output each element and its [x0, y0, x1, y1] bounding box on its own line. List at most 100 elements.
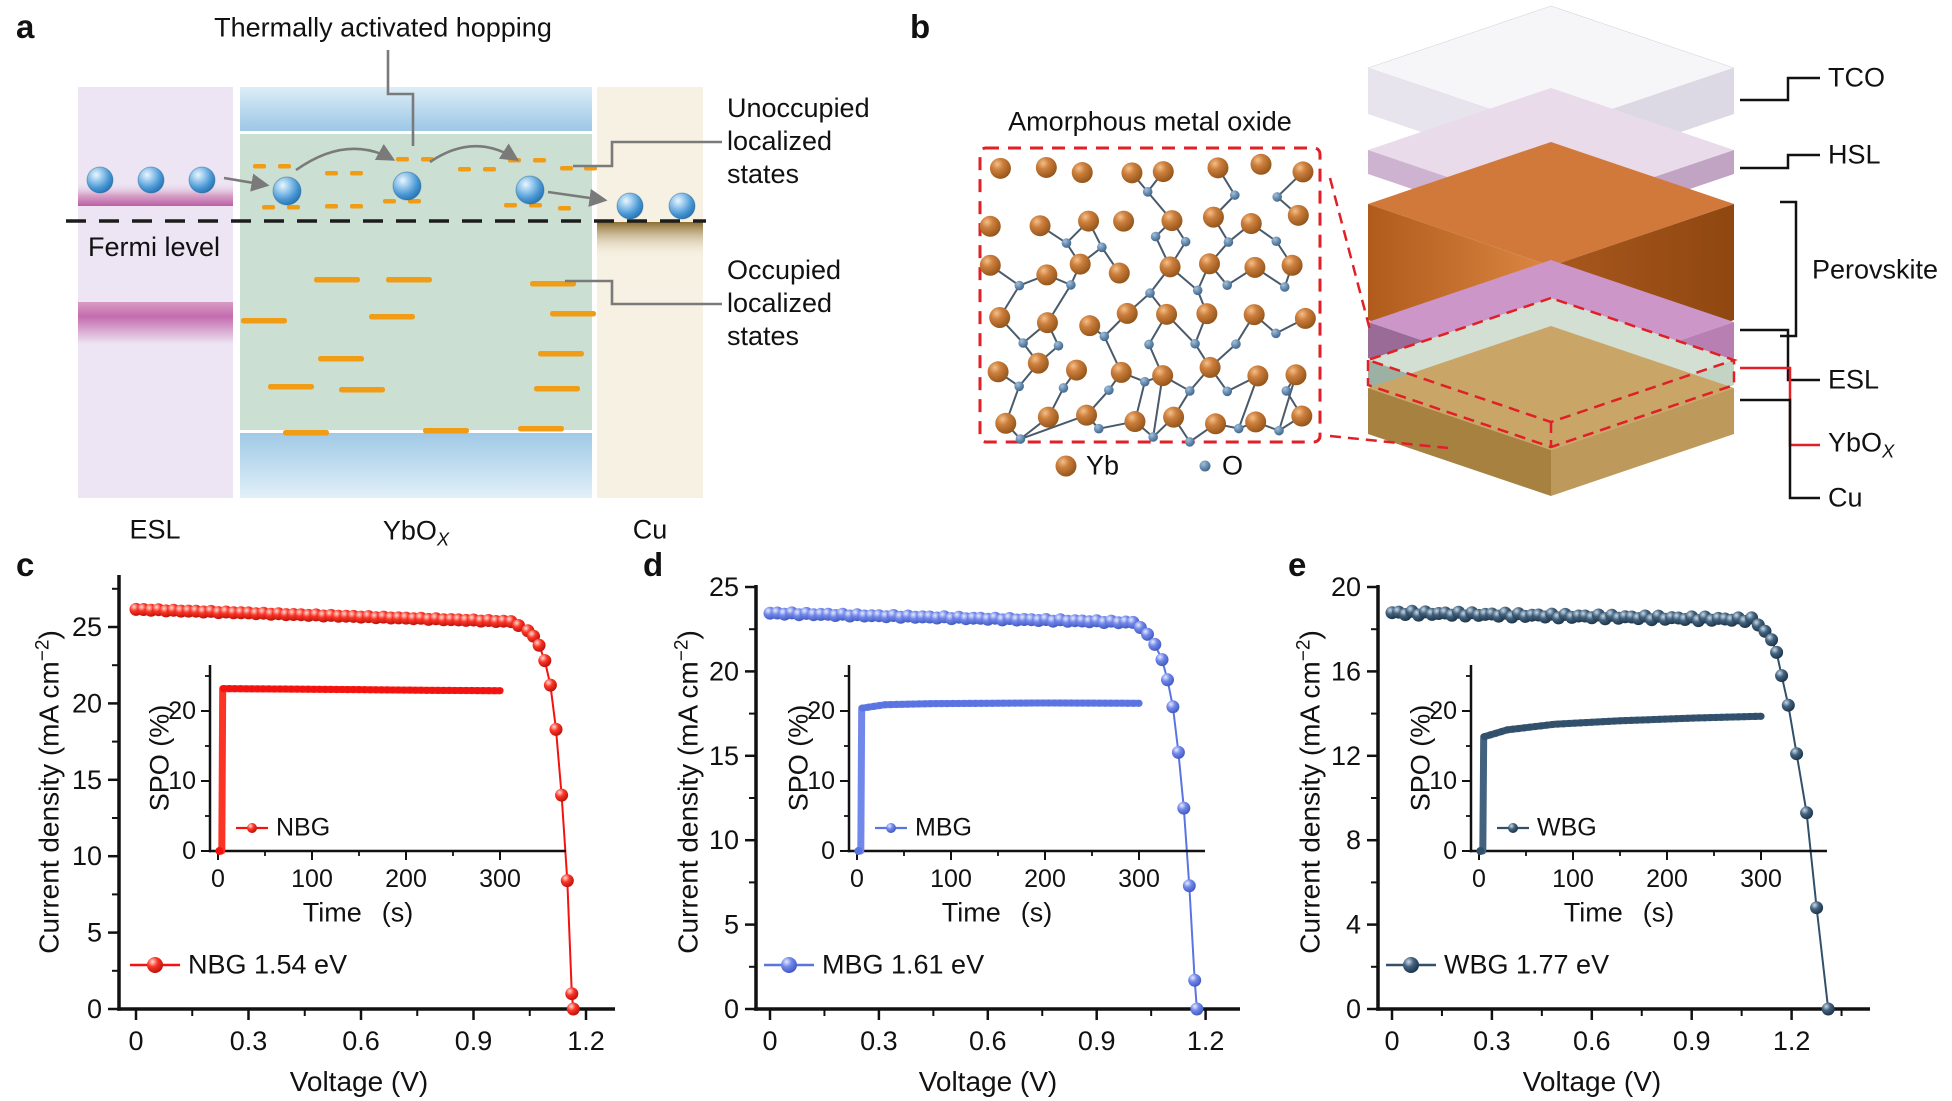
yb-atom: [1037, 406, 1059, 428]
chart-c-y-axis-title: Current density (mA cm−2): [32, 630, 65, 954]
yb-atom: [979, 254, 1001, 276]
x-tick-label: 0.6: [342, 1026, 380, 1056]
spo-data-point: [394, 686, 403, 694]
esl-column-label: ESL: [129, 514, 181, 545]
jv-data-point: [1171, 745, 1185, 759]
spo-data-point: [282, 685, 290, 693]
unoccupied-state-dash: [504, 203, 517, 208]
spo-data-point: [361, 686, 369, 694]
spo-inset-WBG: [1462, 665, 1827, 860]
spo-data-point: [1526, 723, 1534, 731]
chart-d-x-axis-title: Voltage (V): [918, 1066, 1058, 1097]
yb-atom: [1079, 315, 1101, 337]
occupied-state-dash: [386, 277, 432, 283]
spo-data-point: [1056, 699, 1064, 707]
y-tick-label: 12: [1331, 741, 1361, 771]
yb-atom: [1202, 206, 1224, 228]
spo-data-point: [949, 699, 957, 708]
spo-data-point: [1084, 699, 1092, 707]
jv-data-point: [1148, 637, 1162, 651]
yb-atom: [1108, 262, 1130, 284]
electron-sphere: [515, 175, 545, 205]
jv-data-point: [1775, 669, 1789, 683]
chart-e-x-axis-title: Voltage (V): [1522, 1066, 1662, 1097]
occupied-state-dash: [534, 386, 580, 392]
spo-data-point: [423, 686, 431, 694]
chart-c-legend-label: NBG 1.54 eV: [188, 949, 348, 980]
inset-x-tick-label: 0: [211, 865, 225, 893]
spo-data-point: [462, 686, 470, 695]
zoom-link-line-top: [1328, 177, 1372, 331]
spo-data-point: [1067, 699, 1075, 707]
inset-y-tick-label: 0: [182, 837, 196, 865]
spo-data-point: [1073, 699, 1081, 707]
chart-panel-c: [108, 575, 615, 1020]
spo-data-point: [1062, 699, 1070, 707]
yb-atom: [1285, 364, 1307, 386]
yb-atom: [1066, 359, 1088, 381]
spo-data-point: [1565, 719, 1573, 728]
spo-data-point: [1616, 717, 1624, 725]
o-atom: [1229, 190, 1240, 200]
spo-data-point: [1079, 699, 1087, 707]
spo-curve-band: [1479, 712, 1762, 855]
spo-data-point: [887, 701, 895, 709]
spo-data-point: [1492, 729, 1500, 737]
spo-data-point: [1740, 713, 1748, 721]
spo-data-point: [225, 685, 233, 693]
jv-data-point: [1765, 633, 1779, 647]
unoccupied-state-dash: [350, 204, 363, 209]
chart-e-inset-y-title: SPO (%): [1405, 704, 1436, 812]
spo-data-point: [259, 685, 267, 693]
spo-data-point: [971, 699, 980, 708]
spo-data-point: [253, 685, 262, 693]
spo-data-point: [1000, 699, 1008, 707]
spo-data-point: [344, 686, 352, 694]
spo-data-point: [1672, 715, 1680, 723]
o-atom: [1271, 328, 1281, 339]
inset-y-tick-label: 20: [168, 697, 196, 725]
yb-atom: [989, 157, 1011, 179]
y-tick-label: 10: [709, 825, 739, 855]
fermi-level-label: Fermi level: [88, 232, 221, 262]
jv-data-point: [1190, 1002, 1204, 1016]
jv-data-point: [1188, 973, 1202, 987]
o-atom: [1223, 237, 1234, 247]
yb-atom: [1199, 356, 1221, 378]
o-atom: [1058, 383, 1069, 393]
o-atom: [1018, 338, 1028, 348]
spo-data-point: [400, 686, 408, 694]
panel-b-letter: b: [910, 8, 931, 45]
o-atom: [1061, 238, 1072, 248]
spo-data-point: [417, 686, 425, 694]
hsl-connector: [1740, 153, 1820, 170]
spo-data-point: [1701, 714, 1709, 722]
unoccupied-states-label: Unoccupied localized states: [727, 93, 870, 189]
ybox-highlight-edges: [1366, 360, 1736, 449]
yb-atom: [1110, 361, 1132, 383]
spo-data-point: [898, 700, 906, 708]
jv-data-point: [1810, 901, 1824, 915]
jv-data-point: [543, 678, 557, 692]
spo-data-point: [383, 686, 391, 694]
electron-sphere: [188, 166, 216, 194]
spo-data-point: [276, 685, 284, 693]
inset-y-tick-label: 10: [807, 767, 835, 795]
unoccupied-state-dash: [483, 167, 496, 172]
spo-data-point: [932, 700, 940, 708]
spo-data-point: [315, 685, 324, 693]
o-atom: [1271, 236, 1282, 247]
spo-data-point: [1022, 699, 1030, 707]
spo-data-point: [1045, 699, 1053, 707]
yb-atom: [1250, 153, 1272, 175]
inset-y-tick-label: 20: [807, 697, 835, 725]
extraction-arrow: [547, 188, 608, 207]
yb-atom: [1152, 161, 1174, 183]
unoccupied-state-dash: [529, 203, 542, 208]
spo-data-point: [994, 699, 1002, 707]
spo-data-point: [1531, 722, 1539, 731]
yb-atom: [989, 307, 1011, 329]
chart-d-y-axis-title: Current density (mA cm−2): [671, 630, 704, 954]
occupied-state-dash: [550, 311, 596, 317]
spo-data-point: [1101, 699, 1109, 707]
